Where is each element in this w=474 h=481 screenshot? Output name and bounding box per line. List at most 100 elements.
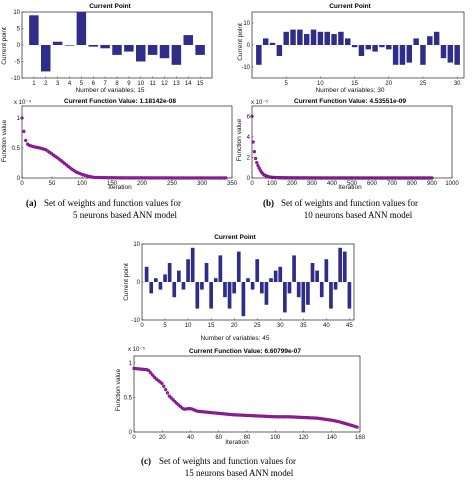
bar-c-bar — [163, 274, 167, 282]
bar-b-bar — [351, 45, 358, 48]
bar-c-bar — [347, 282, 352, 309]
line-c-xtick-label: 160 — [355, 435, 366, 441]
bar-a-xtick-label: 11 — [150, 81, 157, 87]
bar-b-bar — [303, 34, 310, 45]
bar-c-bar — [153, 278, 158, 282]
bar-b-bar — [283, 31, 289, 45]
bar-a-xtick-label: 7 — [103, 81, 107, 87]
bar-b-bar — [345, 38, 351, 45]
line-b-xtick-label: 500 — [347, 181, 358, 187]
bar-c-bar — [287, 282, 292, 294]
line-c-point — [355, 425, 359, 429]
bar-b-bar — [440, 45, 447, 59]
caption-c-line1: Set of weights and function values for — [159, 456, 296, 466]
bar-a-bar — [88, 45, 98, 47]
line-b-xtick-label: 700 — [387, 181, 398, 187]
bar-a-xtick-label: 3 — [56, 81, 60, 87]
bar-c-xtick-label: 5 — [163, 323, 167, 329]
line-c-ytick-label: 0.5 — [124, 395, 133, 401]
line-c-xtick-label: 0 — [132, 435, 136, 441]
bar-b-xtick-label: 10 — [317, 81, 324, 87]
bar-c-ytick-label: 0 — [137, 280, 141, 286]
bar-chart-a-title: Current Point — [89, 3, 131, 10]
line-a-xtick-label: 100 — [77, 181, 88, 187]
bar-b-ytick-label: -10 — [241, 65, 250, 71]
panel-a: Current Point Current point Number of va… — [1, 3, 238, 220]
line-b-ytick-label: 2 — [247, 155, 251, 161]
bar-b-bar — [406, 45, 413, 63]
line-b-ytick-label: 6 — [247, 114, 251, 120]
bar-c-xtick-label: 30 — [277, 323, 284, 329]
bar-a-xtick-label: 13 — [173, 81, 180, 87]
bar-c-bar — [232, 282, 237, 294]
bar-a-bar — [183, 35, 193, 45]
bar-c-bar — [292, 255, 296, 282]
bar-c-bar — [255, 259, 260, 282]
bar-b-bar — [358, 45, 365, 56]
line-b-xtick-label: 200 — [287, 181, 298, 187]
line-a-plot-area — [21, 105, 233, 179]
line-a-xtick-label: 350 — [227, 181, 238, 187]
bar-b-bar — [324, 31, 330, 45]
bar-c-xtick-label: 10 — [185, 323, 192, 329]
bar-b-xtick-label: 25 — [420, 81, 427, 87]
bar-b-bar — [262, 38, 269, 45]
line-chart-c-xlabel: Iteration — [225, 439, 249, 446]
bar-a-xtick-label: 5 — [80, 81, 84, 87]
bar-c-bar — [158, 282, 163, 290]
bar-c-bar — [167, 263, 172, 282]
bar-b-xtick-label: 5 — [285, 81, 289, 87]
line-c-point — [149, 371, 153, 375]
line-chart-b: 0 100 200 300 400 500 600 700 800 900 1000 0 2 4 6 — [247, 105, 459, 187]
bar-c-bar — [269, 278, 273, 282]
line-chart-b-ylabel: Function value — [236, 118, 243, 161]
bar-c-bar — [190, 247, 195, 282]
bar-c-bar — [200, 282, 204, 290]
line-c-xtick-label: 40 — [187, 435, 194, 441]
line-chart-a-xlabel: Iteration — [108, 184, 132, 191]
line-b-xtick-label: 0 — [250, 181, 254, 187]
bar-b-ytick-label: 10 — [243, 21, 250, 27]
bar-c-ytick-label: 10 — [133, 242, 140, 248]
bar-b-bar — [331, 34, 337, 45]
line-chart-c-ylabel: Function value — [115, 368, 122, 411]
bar-c-bar — [306, 282, 310, 305]
bar-b-bar — [379, 45, 385, 48]
line-a-point — [22, 129, 26, 134]
bar-c-bar — [315, 270, 319, 282]
bar-c-xtick-label: 25 — [254, 323, 261, 329]
bar-b-bar — [310, 29, 317, 45]
bar-c-bar — [209, 282, 213, 309]
bar-a-bar — [171, 45, 182, 65]
bar-a-bar — [76, 12, 87, 45]
bar-a-bar — [41, 45, 51, 72]
bar-c-bar — [241, 282, 246, 317]
line-c-xtick-label: 140 — [327, 435, 338, 441]
bar-a-bar — [195, 45, 205, 55]
bar-c-bar — [250, 282, 255, 290]
panel-b: Current Point Current point Number of va… — [236, 3, 465, 220]
line-b-xtick-label: 1000 — [445, 181, 459, 187]
bar-chart-a-ylabel: Current point — [1, 27, 8, 65]
bar-c-bar — [259, 282, 264, 294]
bar-b-bar — [386, 45, 392, 50]
bar-a-ytick-label: 5 — [17, 27, 21, 33]
bar-c-xtick-label: 45 — [346, 323, 353, 329]
bar-a-bar — [100, 45, 110, 49]
bar-c-bar — [144, 266, 149, 282]
line-b-xtick-label: 400 — [327, 181, 338, 187]
line-b-xtick-label: 900 — [427, 181, 438, 187]
bar-chart-c-ylabel: Current point — [123, 263, 130, 301]
line-b-point — [255, 160, 259, 165]
bar-c-bar — [278, 266, 283, 282]
bar-c-ytick-label: -10 — [131, 318, 140, 324]
bar-b-bar — [317, 31, 324, 45]
bar-c-bar — [310, 263, 315, 282]
line-a-xtick-label: 50 — [49, 181, 56, 187]
line-c-xtick-label: 20 — [159, 435, 166, 441]
bar-c-bar — [301, 282, 306, 313]
bar-c-bar — [223, 282, 227, 298]
line-c-xtick-label: 100 — [270, 435, 281, 441]
bar-a-xtick-label: 9 — [127, 81, 131, 87]
line-a-ytick-label: 1 — [17, 116, 21, 122]
